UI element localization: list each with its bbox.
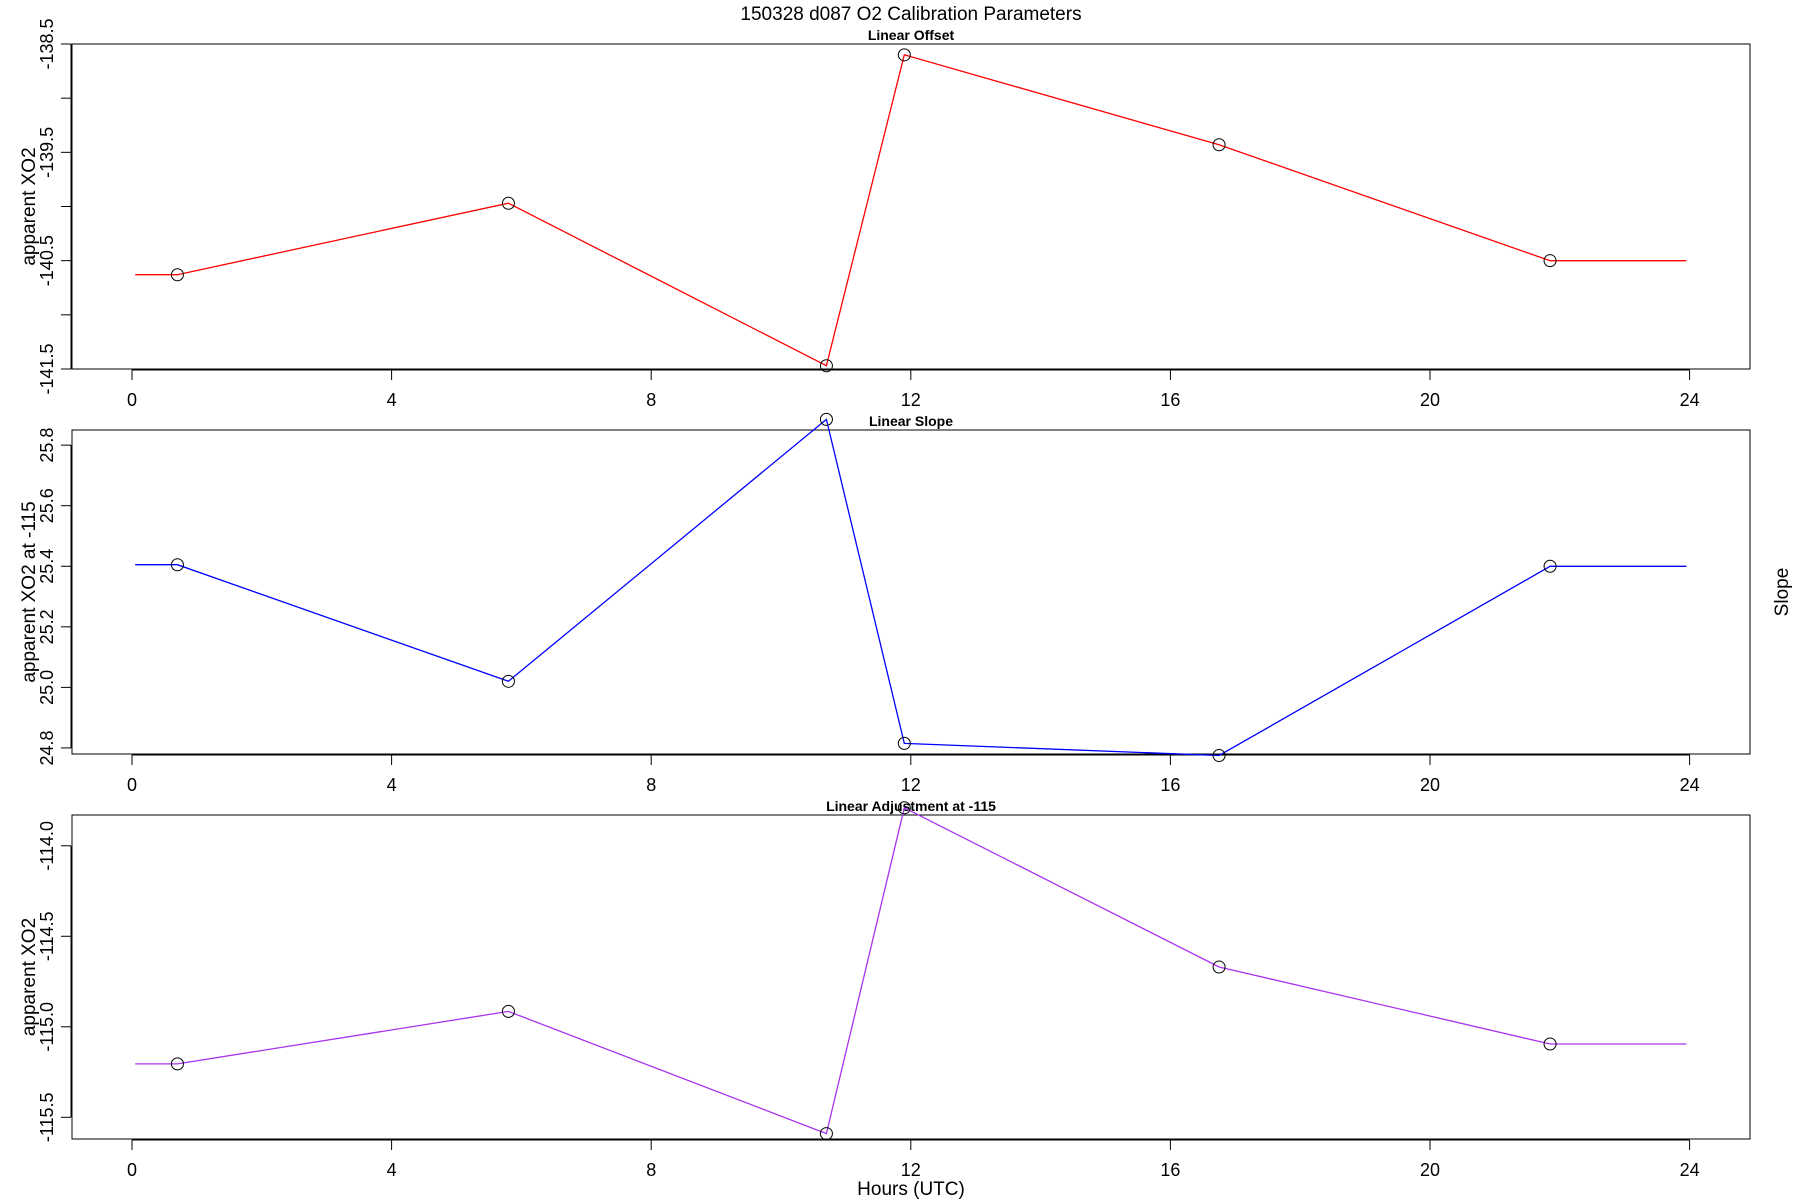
x-tick-label: 4 — [387, 390, 397, 410]
x-tick-label: 24 — [1680, 1160, 1700, 1180]
panel-3: Linear Adjustment at -115 0 4 8 12 16 20 24 -115… — [19, 798, 1751, 1180]
data-point — [819, 359, 833, 373]
data-point — [819, 1127, 833, 1141]
y-tick-label: -115.5 — [37, 1092, 57, 1142]
data-point — [501, 196, 515, 210]
x-axis-title: Hours (UTC) — [857, 1179, 965, 1200]
y-tick-label: 25.4 — [37, 549, 57, 584]
x-tick-label: 8 — [646, 390, 656, 410]
plot-frame — [71, 814, 1751, 1140]
data-point — [501, 674, 515, 688]
figure-title: 150328 d087 O2 Calibration Parameters — [740, 4, 1081, 25]
y-axis-title: apparent XO2 — [19, 147, 40, 265]
x-tick-label: 8 — [646, 1160, 656, 1180]
y-tick-label: 25.6 — [37, 488, 57, 523]
panel-2: Linear Slope 0 4 8 12 16 20 24 24.8 25.0 25.2 25.4 2… — [19, 412, 1793, 795]
x-tick-label: 16 — [1160, 775, 1180, 795]
data-point — [170, 558, 184, 572]
data-point — [1543, 1037, 1557, 1051]
x-tick-label: 12 — [901, 775, 921, 795]
series-line — [135, 418, 1687, 757]
data-point — [897, 736, 911, 750]
y-tick-label: -141.5 — [37, 343, 57, 394]
right-axis-title: Slope — [1772, 568, 1793, 617]
panel-title: Linear Offset — [868, 27, 955, 43]
x-tick-label: 20 — [1420, 1160, 1440, 1180]
y-tick-label: -140.5 — [37, 235, 57, 286]
data-point — [1543, 254, 1557, 268]
data-point — [1212, 749, 1226, 763]
x-tick-label: 0 — [127, 1160, 137, 1180]
series-line — [135, 806, 1687, 1135]
data-point — [819, 412, 833, 426]
x-tick-label: 20 — [1420, 775, 1440, 795]
x-tick-label: 16 — [1160, 1160, 1180, 1180]
data-point — [1212, 138, 1226, 152]
data-point — [170, 268, 184, 282]
panel-title: Linear Slope — [869, 413, 953, 429]
y-tick-label: -138.5 — [37, 18, 57, 69]
y-tick-label: -139.5 — [37, 127, 57, 178]
y-tick-label: 25.2 — [37, 609, 57, 644]
x-tick-label: 4 — [387, 775, 397, 795]
x-tick-label: 24 — [1680, 775, 1700, 795]
plot-frame — [71, 429, 1751, 755]
x-tick-label: 4 — [387, 1160, 397, 1180]
panel-1: Linear Offset 0 4 8 12 16 20 24 -141.5 -140.5 -139… — [19, 18, 1751, 410]
panels: Linear Offset 0 4 8 12 16 20 24 -141.5 -140.5 -139… — [19, 18, 1793, 1180]
y-tick-label: 25.8 — [37, 428, 57, 463]
data-point — [1212, 960, 1226, 974]
y-tick-label: -115.0 — [37, 1002, 57, 1052]
data-point — [897, 801, 911, 815]
x-tick-label: 16 — [1160, 390, 1180, 410]
y-tick-label: -114.5 — [37, 911, 57, 961]
x-tick-label: 20 — [1420, 390, 1440, 410]
plot-frame — [71, 43, 1751, 370]
x-tick-label: 24 — [1680, 390, 1700, 410]
data-point — [897, 48, 911, 62]
y-tick-label: 24.8 — [37, 730, 57, 765]
y-tick-label: 25.0 — [37, 670, 57, 705]
y-axis-title: apparent XO2 at -115 — [19, 501, 40, 682]
x-tick-label: 0 — [127, 775, 137, 795]
x-tick-label: 12 — [901, 1160, 921, 1180]
y-axis-title: apparent XO2 — [19, 918, 40, 1036]
data-point — [170, 1057, 184, 1071]
x-tick-label: 8 — [646, 775, 656, 795]
x-tick-label: 12 — [901, 390, 921, 410]
y-tick-label: -114.0 — [37, 821, 57, 871]
panel-title: Linear Adjustment at -115 — [826, 798, 996, 814]
series-line — [135, 53, 1687, 367]
data-point — [1543, 559, 1557, 573]
x-tick-label: 0 — [127, 390, 137, 410]
data-point — [501, 1004, 515, 1018]
